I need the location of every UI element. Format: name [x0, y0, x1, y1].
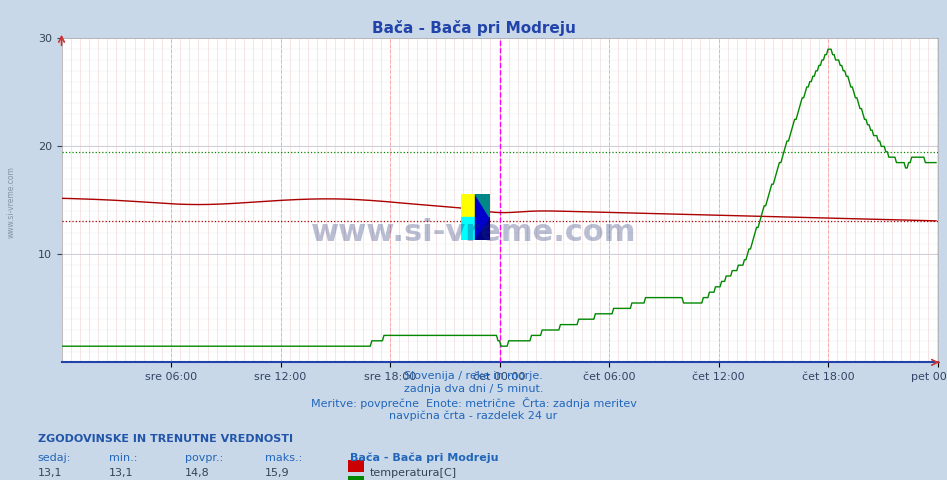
- Text: Slovenija / reke in morje.: Slovenija / reke in morje.: [404, 371, 543, 381]
- Text: www.si-vreme.com: www.si-vreme.com: [7, 166, 16, 238]
- Text: povpr.:: povpr.:: [185, 453, 223, 463]
- Polygon shape: [475, 194, 490, 217]
- Text: maks.:: maks.:: [265, 453, 302, 463]
- Text: Bača - Bača pri Modreju: Bača - Bača pri Modreju: [350, 453, 499, 463]
- Text: min.:: min.:: [109, 453, 137, 463]
- Text: www.si-vreme.com: www.si-vreme.com: [311, 218, 636, 247]
- Text: temperatura[C]: temperatura[C]: [369, 468, 456, 479]
- Text: 15,9: 15,9: [265, 468, 290, 479]
- Bar: [475, 194, 490, 240]
- Text: 13,1: 13,1: [109, 468, 134, 479]
- Bar: [461, 217, 475, 240]
- Text: ZGODOVINSKE IN TRENUTNE VREDNOSTI: ZGODOVINSKE IN TRENUTNE VREDNOSTI: [38, 434, 293, 444]
- Text: 14,8: 14,8: [185, 468, 209, 479]
- Polygon shape: [475, 217, 490, 240]
- Text: Bača - Bača pri Modreju: Bača - Bača pri Modreju: [371, 20, 576, 36]
- Text: navpična črta - razdelek 24 ur: navpična črta - razdelek 24 ur: [389, 411, 558, 421]
- Text: 13,1: 13,1: [38, 468, 63, 479]
- Text: zadnja dva dni / 5 minut.: zadnja dva dni / 5 minut.: [403, 384, 544, 394]
- Text: Meritve: povprečne  Enote: metrične  Črta: zadnja meritev: Meritve: povprečne Enote: metrične Črta:…: [311, 397, 636, 409]
- Bar: [461, 194, 475, 217]
- Text: sedaj:: sedaj:: [38, 453, 71, 463]
